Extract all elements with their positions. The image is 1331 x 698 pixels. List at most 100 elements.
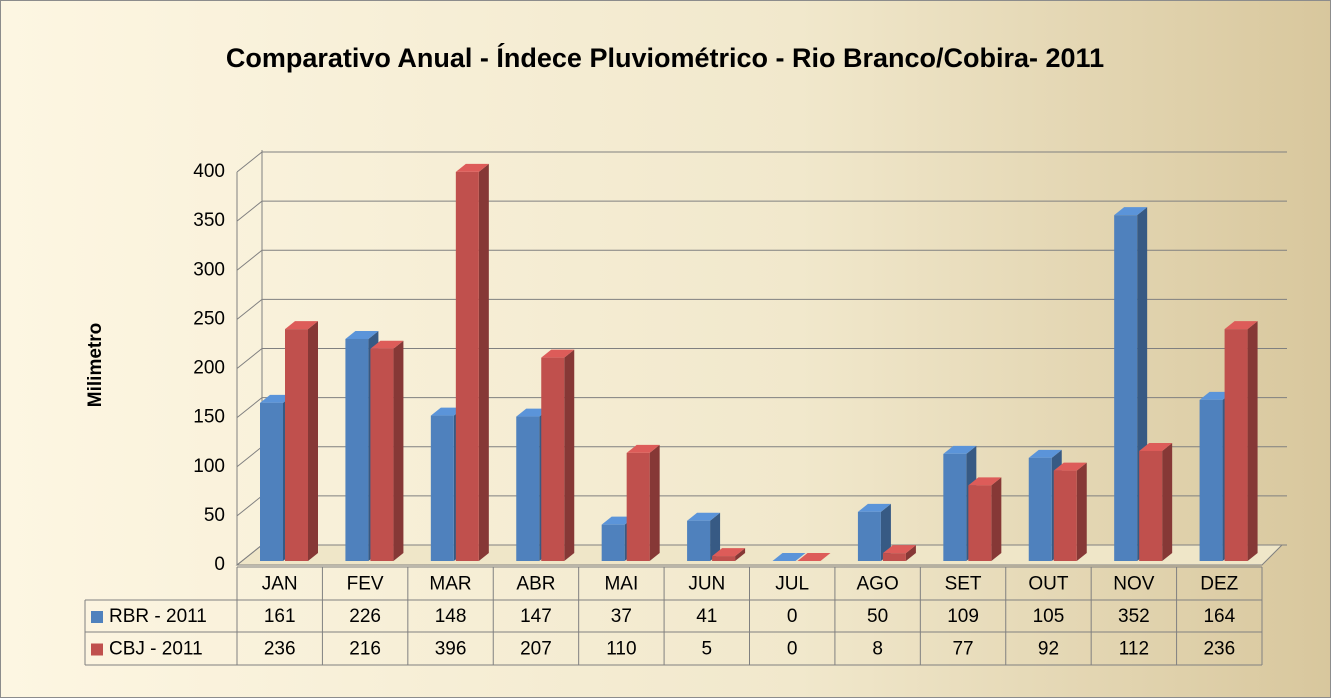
bar-top: [712, 548, 746, 557]
bar-top: [370, 340, 404, 349]
bar-front: [1053, 470, 1077, 561]
bar-front: [1114, 215, 1138, 561]
bar-side: [649, 444, 660, 561]
bar-side: [393, 340, 404, 561]
bar: [1224, 321, 1258, 561]
y-tick-label: 350: [193, 210, 225, 231]
bar-front: [541, 357, 565, 561]
table-value: 236: [1203, 639, 1235, 660]
table-value: 164: [1203, 606, 1235, 627]
bar: [712, 548, 746, 561]
chart-title: Comparativo Anual - Índece Pluviométrico…: [226, 42, 1104, 73]
table-value: 148: [435, 606, 467, 627]
bar-side: [1247, 321, 1258, 561]
x-tick-label: ABR: [516, 574, 555, 595]
table-value: 92: [1038, 639, 1059, 660]
legend-label: CBJ - 2011: [109, 639, 203, 660]
table-value: 147: [520, 606, 552, 627]
x-tick-label: AGO: [857, 574, 899, 595]
table-value: 37: [611, 606, 632, 627]
legend-swatch: [91, 611, 103, 623]
table-value: 5: [702, 639, 713, 660]
bar-side: [991, 477, 1002, 561]
table-value: 8: [872, 639, 883, 660]
x-tick-label: SET: [945, 574, 982, 595]
bar-side: [1076, 462, 1087, 561]
bar-front: [1028, 457, 1052, 561]
y-tick-label: 300: [193, 259, 225, 280]
bar: [370, 340, 404, 561]
grid-line: [236, 298, 1287, 320]
y-axis-title: Milimetro: [85, 323, 106, 407]
y-tick-label: 150: [193, 407, 225, 428]
bar-front: [285, 329, 308, 561]
bar-front: [601, 524, 625, 561]
bar-top: [455, 163, 489, 172]
bar-front: [516, 416, 540, 561]
bar: [285, 321, 318, 561]
bar-top: [772, 553, 806, 561]
bar-side: [735, 548, 746, 561]
bar: [687, 512, 721, 561]
bar-side: [905, 545, 916, 561]
bar: [882, 545, 916, 561]
bar-top: [797, 553, 831, 561]
table-value: 352: [1118, 606, 1150, 627]
x-tick-label: MAI: [604, 574, 638, 595]
legend-label: RBR - 2011: [109, 606, 207, 627]
table-value: 216: [349, 639, 381, 660]
y-tick-label: 400: [193, 161, 225, 182]
grid-line: [236, 151, 1287, 173]
bar: [772, 553, 806, 561]
bar-side: [564, 349, 575, 561]
table-value: 77: [952, 639, 973, 660]
table-value: 105: [1033, 606, 1065, 627]
legend-swatch: [91, 643, 103, 656]
bar-side: [1162, 442, 1173, 561]
bar-top: [943, 445, 977, 454]
y-tick-label: 50: [204, 505, 225, 526]
y-tick-label: 200: [193, 358, 225, 379]
table-value: 109: [947, 606, 979, 627]
bar-front: [687, 520, 711, 561]
x-tick-label: OUT: [1028, 574, 1069, 595]
bar-side: [710, 512, 721, 561]
bar-front: [1224, 329, 1248, 561]
table-value: 226: [349, 606, 381, 627]
bar-front: [1199, 399, 1223, 561]
bar-top: [1114, 207, 1148, 216]
bar-top: [430, 407, 464, 416]
x-tick-label: JUN: [688, 574, 725, 595]
bar-top: [1139, 442, 1173, 451]
bar-top: [260, 394, 293, 403]
bar-top: [882, 545, 916, 554]
x-tick-label: MAR: [429, 574, 471, 595]
table-value: 50: [867, 606, 888, 627]
bar-top: [968, 477, 1002, 486]
table-value: 112: [1119, 639, 1149, 660]
bar-side: [308, 321, 318, 561]
y-tick-label: 250: [193, 308, 225, 329]
bar-front: [968, 485, 992, 561]
bar-front: [882, 553, 906, 561]
bar-top: [345, 330, 379, 339]
bar-top: [1199, 391, 1233, 400]
y-tick-label: 0: [214, 554, 225, 575]
x-tick-label: JUL: [775, 574, 809, 595]
table-value: 110: [606, 639, 636, 660]
table-value: 396: [435, 639, 467, 660]
x-tick-label: NOV: [1113, 574, 1155, 595]
table-value: 207: [520, 639, 552, 660]
bar: [1139, 442, 1173, 561]
grid-line: [236, 397, 1287, 419]
bar-top: [516, 408, 550, 417]
bar-front: [712, 556, 736, 561]
table-value: 0: [787, 606, 798, 627]
bar-side: [478, 163, 489, 561]
bar-front: [260, 402, 283, 561]
bar-front: [943, 453, 967, 561]
bar-top: [1053, 462, 1087, 471]
y-tick-label: 100: [193, 456, 225, 477]
grid-line: [236, 348, 1287, 369]
